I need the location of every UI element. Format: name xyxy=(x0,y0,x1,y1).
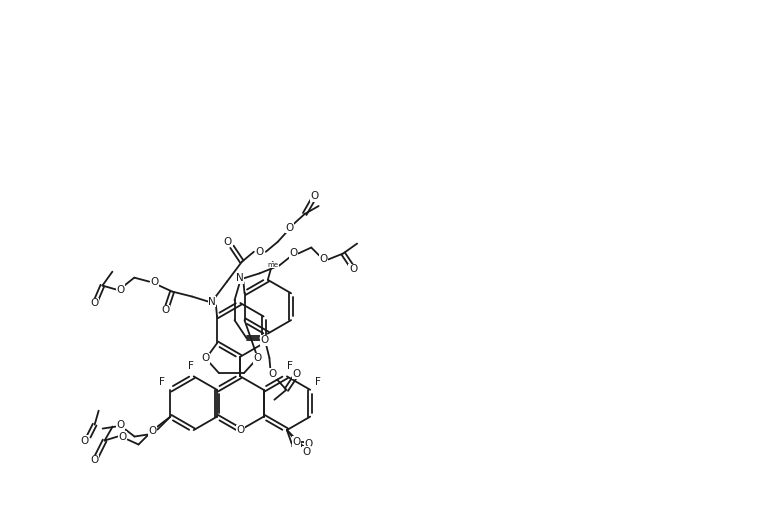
Text: O: O xyxy=(293,437,301,447)
Text: F: F xyxy=(159,377,166,387)
Text: O: O xyxy=(236,425,244,435)
Text: N: N xyxy=(208,296,216,307)
Text: O: O xyxy=(119,431,127,441)
Text: O: O xyxy=(81,436,89,445)
Text: F: F xyxy=(287,362,293,371)
Text: O: O xyxy=(150,277,159,286)
Text: O: O xyxy=(260,335,269,345)
Text: O: O xyxy=(305,439,313,449)
Text: O: O xyxy=(90,298,99,309)
Text: O: O xyxy=(116,284,125,295)
Text: O: O xyxy=(149,426,156,436)
Text: O: O xyxy=(349,264,357,275)
Text: O: O xyxy=(286,223,294,233)
Text: O: O xyxy=(292,369,300,379)
Text: F: F xyxy=(188,362,193,371)
Text: O: O xyxy=(224,237,232,247)
Text: O: O xyxy=(310,191,319,201)
Text: O: O xyxy=(290,249,297,258)
Text: O: O xyxy=(149,427,156,438)
Text: O: O xyxy=(161,306,169,315)
Text: O: O xyxy=(256,247,264,257)
Text: O: O xyxy=(254,353,262,363)
Text: F: F xyxy=(315,377,321,387)
Text: O: O xyxy=(303,447,311,457)
Text: O: O xyxy=(116,420,125,429)
Text: N: N xyxy=(236,274,243,283)
Text: O: O xyxy=(268,369,276,379)
Text: O: O xyxy=(91,455,99,465)
Text: O: O xyxy=(319,254,327,265)
Text: O: O xyxy=(201,353,209,363)
Text: me: me xyxy=(267,262,278,268)
Text: O: O xyxy=(236,425,244,435)
